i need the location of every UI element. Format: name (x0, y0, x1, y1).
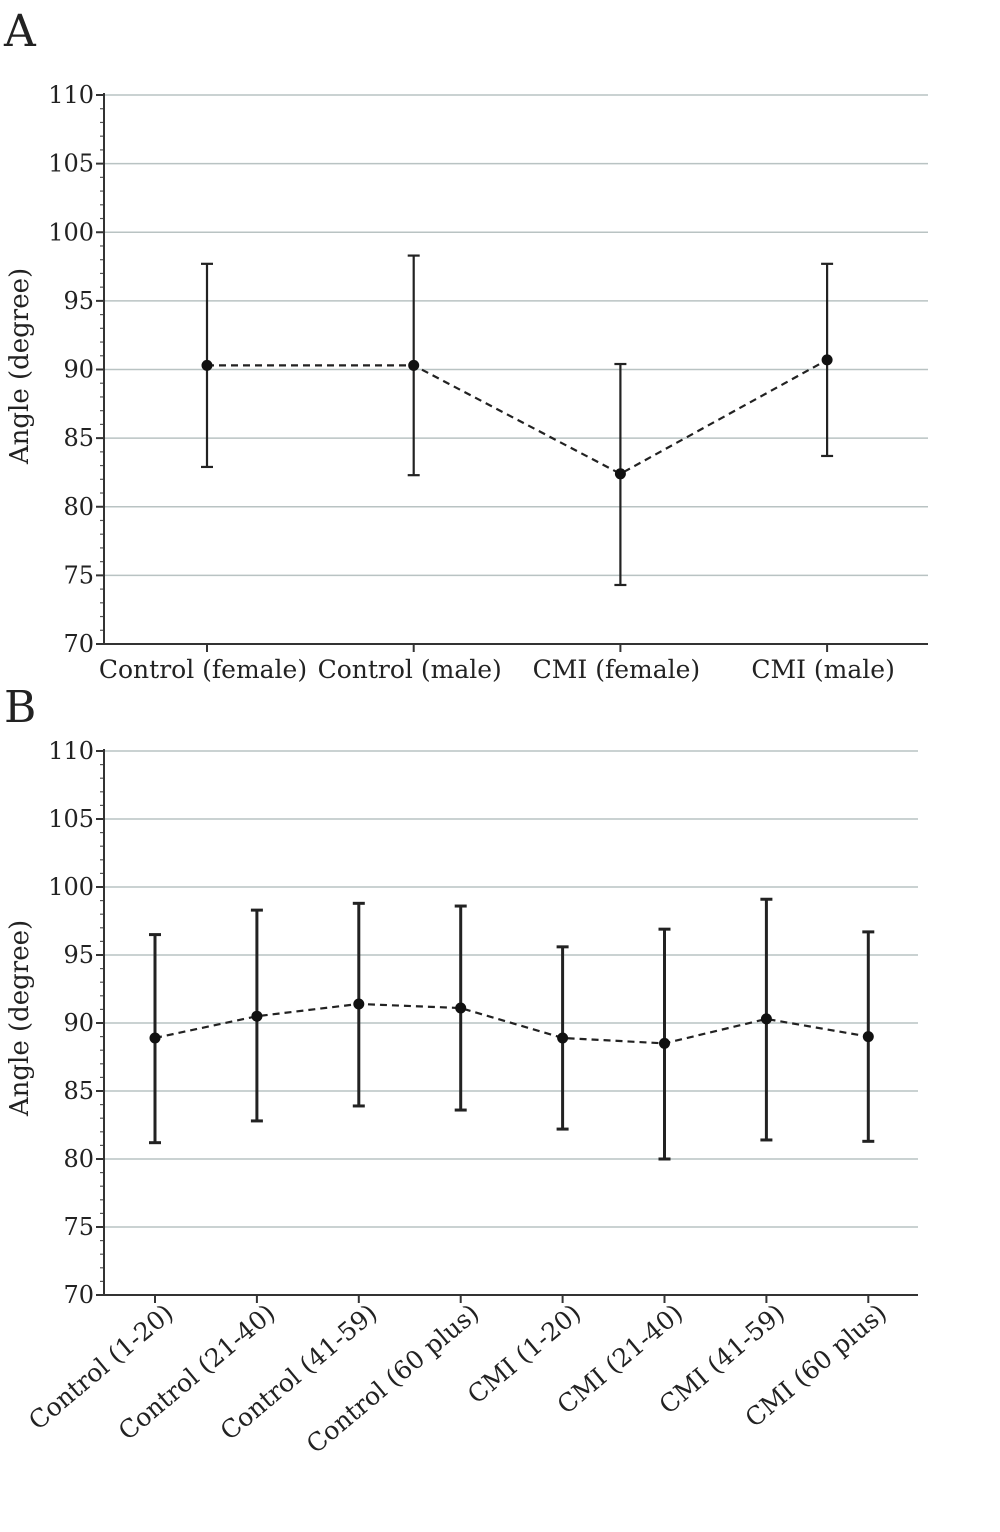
data-point (201, 359, 213, 371)
x-tick-label: Control (male) (318, 655, 502, 684)
x-tick-label: Control (60 plus) (301, 1298, 485, 1459)
y-tick-label: 110 (48, 81, 94, 109)
y-tick-label: 80 (63, 493, 94, 521)
x-tick-labels: Control (female) Control (male) CMI (femal… (99, 655, 895, 684)
y-tick-label: 105 (48, 805, 94, 833)
data-point (408, 359, 420, 371)
data-point (251, 1010, 263, 1022)
y-tick-label: 70 (63, 630, 94, 658)
series (149, 897, 875, 1161)
y-tick-label: 80 (63, 1145, 94, 1173)
mean-line (154, 1002, 869, 1045)
series (201, 254, 834, 587)
axes (96, 749, 918, 1303)
data-point (353, 998, 365, 1010)
grid-lines (104, 94, 928, 577)
data-point (862, 1031, 874, 1043)
y-axis-label: Angle (degree) (5, 920, 35, 1117)
data-point (760, 1013, 772, 1025)
y-tick-label: 70 (63, 1281, 94, 1309)
y-tick-label: 100 (48, 873, 94, 901)
panel-a: A 70 75 80 85 90 95 100 105 110 Angle (degree) C… (3, 6, 928, 684)
y-tick-label: 90 (63, 1009, 94, 1037)
panel-b: B 70 75 80 85 90 95 100 105 110 Angle (degree) C… (4, 682, 918, 1459)
y-tick-label: 95 (63, 287, 94, 315)
y-tick-label: 75 (63, 1213, 94, 1241)
y-tick-label: 100 (48, 218, 94, 246)
mean-line (207, 358, 828, 476)
y-tick-labels: 70 75 80 85 90 95 100 105 110 (48, 737, 94, 1309)
x-tick-labels: Control (1-20)Control (21-40)Control (41… (23, 1298, 892, 1459)
x-tick-label: CMI (female) (533, 655, 701, 684)
data-point (557, 1032, 569, 1044)
y-tick-label: 85 (63, 1077, 94, 1105)
data-point (659, 1037, 670, 1049)
y-tick-label: 75 (63, 561, 94, 589)
panel-label-a: A (3, 6, 37, 57)
y-tick-label: 105 (48, 150, 94, 178)
y-tick-labels: 70 75 80 85 90 95 100 105 110 (48, 81, 94, 658)
y-axis-label: Angle (degree) (5, 268, 35, 465)
y-tick-label: 110 (48, 737, 94, 765)
x-tick-label: CMI (male) (751, 655, 894, 684)
data-point (149, 1032, 161, 1044)
panel-label-b: B (4, 682, 36, 733)
x-tick-label: Control (female) (99, 655, 307, 684)
axes (96, 93, 928, 652)
data-point (614, 468, 626, 480)
y-tick-label: 95 (63, 941, 94, 969)
y-tick-label: 90 (63, 356, 94, 384)
y-tick-label: 85 (63, 424, 94, 452)
data-point (821, 354, 833, 366)
grid-lines (104, 750, 918, 1228)
data-point (455, 1002, 467, 1014)
